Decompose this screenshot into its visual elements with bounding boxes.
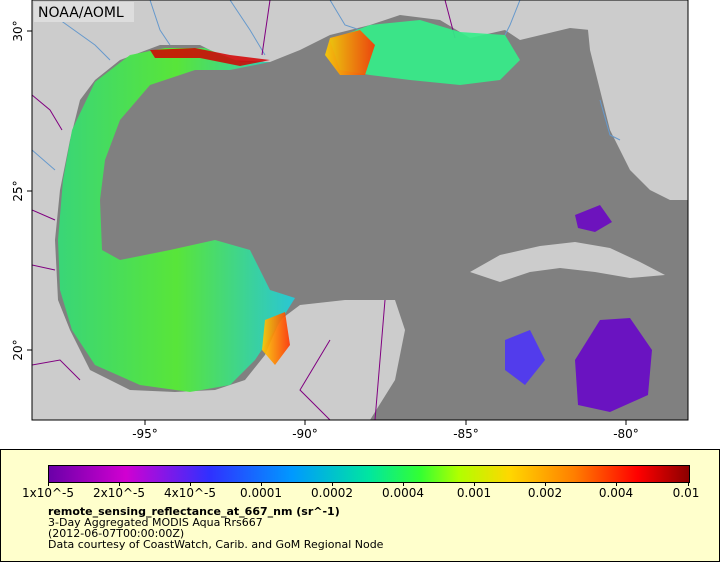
lon-tick-label: -80° [613,427,639,441]
colorbar-tick [403,482,404,486]
lat-tick-label: 30° [11,20,25,41]
colorbar [48,465,690,483]
map-figure: NOAA/AOML -95° -90° -85° -80° 30° 25° 20… [11,0,689,441]
colorbar-label: 0.002 [527,486,563,500]
colorbar-label: 1x10^-5 [21,486,75,500]
colorbar-label: 2x10^-5 [92,486,146,500]
colorbar-tick [261,482,262,486]
variable-name: remote_sensing_reflectance_at_667_nm (sr… [48,505,340,518]
colorbar-label: 4x10^-5 [163,486,217,500]
reflectance-caribbean-2 [505,330,545,385]
colorbar-label: 0.01 [672,486,700,500]
land-florida [585,0,688,200]
reflectance-field-west [58,48,295,392]
colorbar-label: 0.001 [456,486,492,500]
reflectance-coast-yucatan [262,312,290,365]
lon-axis: -95° -90° -85° -80° [132,420,639,441]
dataset-name: 3-Day Aggregated MODIS Aqua Rrs667 [48,516,263,529]
colorbar-label: 0.0001 [240,486,282,500]
colorbar-tick [688,482,689,486]
colorbar-tick [190,482,191,486]
rivers [32,0,621,171]
colorbar-tick [119,482,120,486]
land-cuba [470,242,665,282]
colorbar-tick [332,482,333,486]
colorbar-tick [616,482,617,486]
lat-tick-label: 25° [11,180,25,201]
colorbar-tick [48,482,49,486]
lat-axis: 30° 25° 20° [11,20,32,361]
lon-tick-label: -85° [453,427,479,441]
land-mexico [32,300,405,420]
colorbar-tick [545,482,546,486]
lon-tick-label: -90° [292,427,318,441]
reflectance-coast-texas [150,48,270,66]
data-courtesy: Data courtesy of CoastWatch, Carib. and … [48,538,384,551]
colorbar-label: 0.0004 [382,486,424,500]
map-frame [31,0,689,421]
credit-background [34,2,134,22]
reflectance-field-north [330,20,520,85]
time-stamp: (2012-06-07T00:00:00Z) [48,527,185,540]
borders [32,0,456,420]
reflectance-coast-north [325,30,375,75]
lon-tick-label: -95° [132,427,158,441]
colorbar-label: 0.004 [598,486,634,500]
colorbar-label: 0.0002 [311,486,353,500]
colorbar-tick [474,482,475,486]
map-area [32,0,688,420]
map-credit: NOAA/AOML [38,5,124,21]
reflectance-caribbean-3 [575,318,652,412]
reflectance-caribbean-1 [575,205,612,232]
lat-tick-label: 20° [11,339,25,360]
